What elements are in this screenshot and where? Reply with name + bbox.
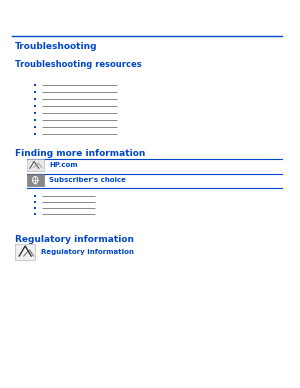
Text: Subscriber's choice: Subscriber's choice — [50, 177, 126, 183]
FancyBboxPatch shape — [15, 244, 35, 260]
FancyBboxPatch shape — [27, 159, 44, 171]
Text: Regulatory information: Regulatory information — [15, 235, 134, 244]
FancyBboxPatch shape — [27, 174, 44, 186]
Text: Troubleshooting resources: Troubleshooting resources — [15, 60, 142, 69]
Text: Regulatory information: Regulatory information — [41, 249, 134, 255]
Text: Troubleshooting: Troubleshooting — [15, 42, 98, 50]
Text: Finding more information: Finding more information — [15, 149, 146, 158]
Text: HP.com: HP.com — [50, 162, 78, 168]
